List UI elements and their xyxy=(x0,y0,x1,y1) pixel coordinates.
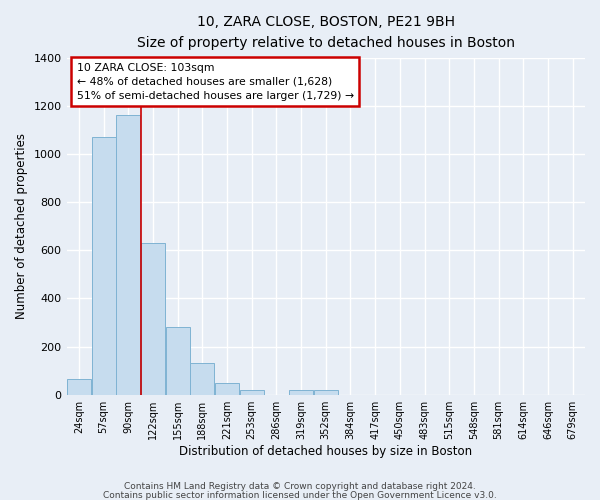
Bar xyxy=(289,390,313,394)
Bar xyxy=(92,137,116,394)
Title: 10, ZARA CLOSE, BOSTON, PE21 9BH
Size of property relative to detached houses in: 10, ZARA CLOSE, BOSTON, PE21 9BH Size of… xyxy=(137,15,515,50)
Bar xyxy=(190,364,214,394)
Bar xyxy=(314,390,338,394)
X-axis label: Distribution of detached houses by size in Boston: Distribution of detached houses by size … xyxy=(179,444,472,458)
Bar xyxy=(166,328,190,394)
Y-axis label: Number of detached properties: Number of detached properties xyxy=(15,133,28,319)
Text: Contains public sector information licensed under the Open Government Licence v3: Contains public sector information licen… xyxy=(103,490,497,500)
Bar xyxy=(215,384,239,394)
Text: Contains HM Land Registry data © Crown copyright and database right 2024.: Contains HM Land Registry data © Crown c… xyxy=(124,482,476,491)
Bar xyxy=(67,379,91,394)
Text: 10 ZARA CLOSE: 103sqm
← 48% of detached houses are smaller (1,628)
51% of semi-d: 10 ZARA CLOSE: 103sqm ← 48% of detached … xyxy=(77,63,354,101)
Bar xyxy=(141,243,165,394)
Bar xyxy=(116,116,140,394)
Bar xyxy=(240,390,263,394)
